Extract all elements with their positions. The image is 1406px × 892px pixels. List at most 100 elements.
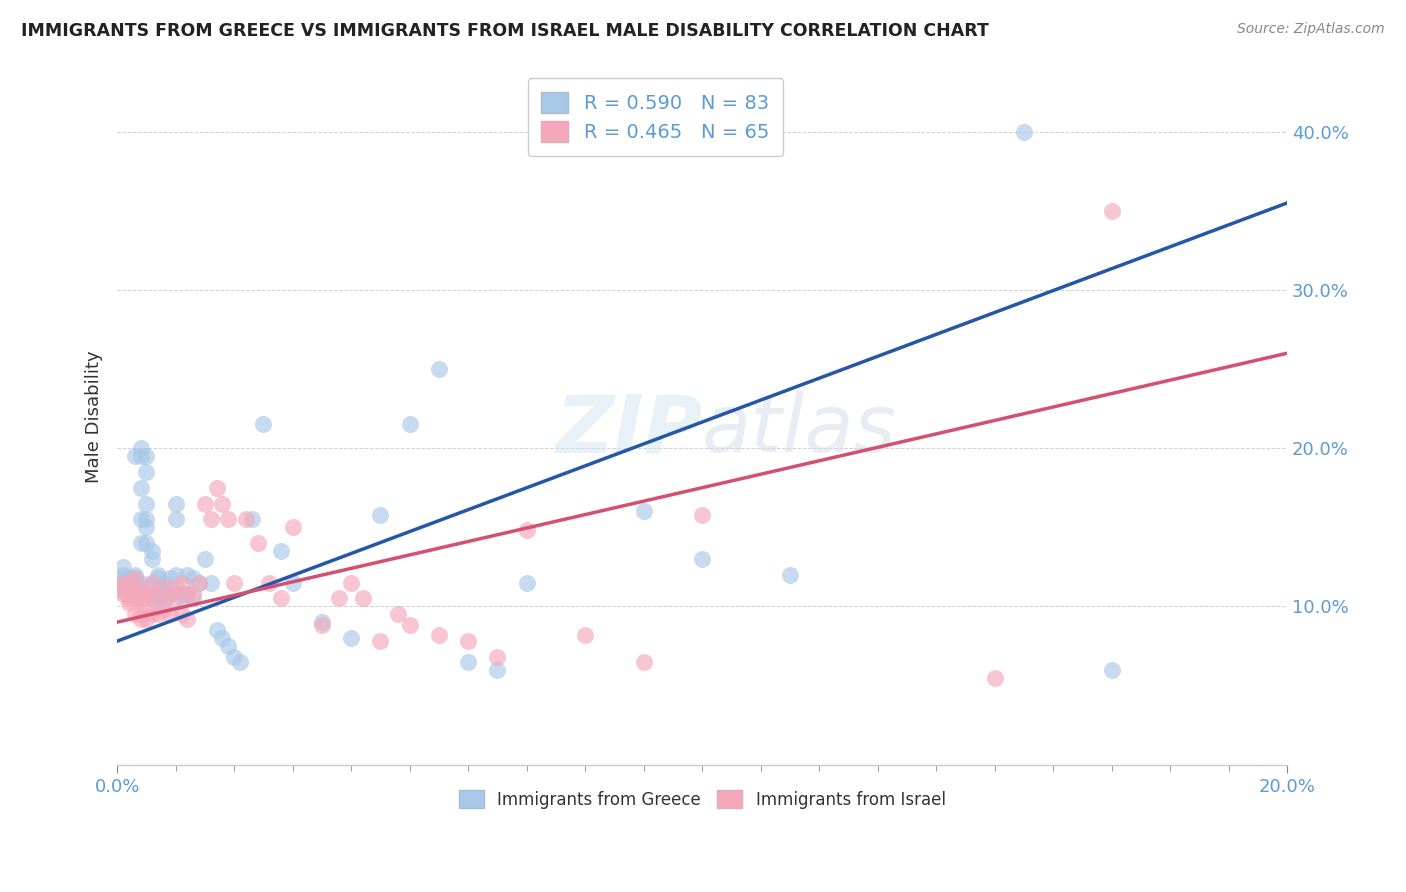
Point — [129, 512, 152, 526]
Point — [159, 587, 181, 601]
Point — [574, 628, 596, 642]
Point — [240, 512, 263, 526]
Point — [118, 580, 141, 594]
Point — [205, 623, 228, 637]
Point — [112, 575, 135, 590]
Point — [352, 591, 374, 606]
Point — [516, 524, 538, 538]
Point — [176, 587, 198, 601]
Point — [205, 481, 228, 495]
Point — [129, 575, 152, 590]
Point — [112, 567, 135, 582]
Point — [146, 591, 169, 606]
Point — [124, 587, 146, 601]
Point — [129, 607, 152, 622]
Point — [211, 631, 233, 645]
Point — [270, 544, 292, 558]
Y-axis label: Male Disability: Male Disability — [86, 351, 103, 483]
Point — [135, 496, 157, 510]
Point — [135, 536, 157, 550]
Point — [181, 591, 204, 606]
Point — [328, 591, 350, 606]
Point — [112, 580, 135, 594]
Point — [135, 465, 157, 479]
Point — [170, 607, 193, 622]
Point — [129, 583, 152, 598]
Point — [387, 607, 409, 622]
Point — [217, 512, 239, 526]
Point — [427, 362, 450, 376]
Point — [633, 504, 655, 518]
Point — [141, 544, 163, 558]
Point — [311, 615, 333, 629]
Point — [141, 587, 163, 601]
Point — [118, 575, 141, 590]
Point — [217, 639, 239, 653]
Point — [633, 655, 655, 669]
Point — [112, 559, 135, 574]
Point — [124, 591, 146, 606]
Point — [398, 618, 420, 632]
Point — [690, 552, 713, 566]
Point — [398, 417, 420, 432]
Point — [112, 583, 135, 598]
Point — [235, 512, 257, 526]
Point — [135, 587, 157, 601]
Point — [118, 591, 141, 606]
Point — [224, 649, 246, 664]
Point — [141, 575, 163, 590]
Point — [229, 655, 252, 669]
Point — [124, 591, 146, 606]
Point — [188, 575, 211, 590]
Point — [194, 552, 217, 566]
Point — [170, 587, 193, 601]
Point — [124, 580, 146, 594]
Point — [176, 567, 198, 582]
Point — [159, 571, 181, 585]
Point — [159, 607, 181, 622]
Point — [165, 591, 187, 606]
Text: Source: ZipAtlas.com: Source: ZipAtlas.com — [1237, 22, 1385, 37]
Point — [135, 602, 157, 616]
Point — [159, 580, 181, 594]
Point — [112, 575, 135, 590]
Point — [153, 591, 176, 606]
Point — [779, 567, 801, 582]
Point — [135, 591, 157, 606]
Point — [165, 512, 187, 526]
Point — [159, 587, 181, 601]
Point — [370, 508, 392, 522]
Point — [281, 575, 304, 590]
Point — [141, 587, 163, 601]
Text: ZIP: ZIP — [555, 392, 702, 469]
Point — [690, 508, 713, 522]
Point — [340, 575, 363, 590]
Point — [176, 587, 198, 601]
Point — [153, 587, 176, 601]
Point — [135, 449, 157, 463]
Point — [124, 607, 146, 622]
Point — [124, 587, 146, 601]
Point — [370, 634, 392, 648]
Point — [165, 496, 187, 510]
Point — [311, 618, 333, 632]
Point — [170, 591, 193, 606]
Point — [146, 567, 169, 582]
Point — [135, 520, 157, 534]
Point — [141, 552, 163, 566]
Point — [176, 612, 198, 626]
Point — [118, 571, 141, 585]
Point — [129, 612, 152, 626]
Point — [141, 575, 163, 590]
Point — [427, 628, 450, 642]
Point — [118, 574, 141, 588]
Point — [146, 571, 169, 585]
Point — [516, 575, 538, 590]
Point — [112, 587, 135, 601]
Point — [118, 596, 141, 610]
Point — [129, 536, 152, 550]
Point — [486, 649, 509, 664]
Point — [340, 631, 363, 645]
Point — [129, 591, 152, 606]
Point — [1101, 203, 1123, 218]
